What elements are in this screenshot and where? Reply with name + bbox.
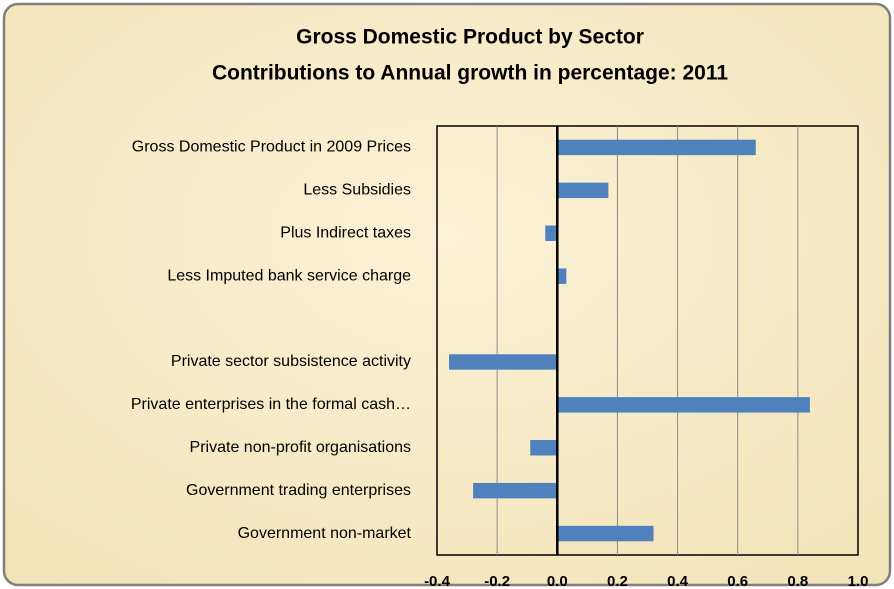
y-tick-label: Government trading enterprises [186,482,411,499]
bar [557,139,756,156]
chart-title: Gross Domestic Product by Sector [296,26,644,49]
x-tick-label: 0.8 [787,573,808,589]
x-tick-label: -0.2 [484,573,510,589]
plot-area [436,125,859,556]
y-tick-label: Less Imputed bank service charge [167,267,411,284]
x-tick-label: -0.4 [424,573,451,589]
y-tick-label: Plus Indirect taxes [280,224,411,241]
y-tick-label: Government non-market [238,525,412,542]
bar [557,397,810,413]
y-tick-label: Private sector subsistence activity [171,353,411,370]
bar [449,354,558,370]
x-tick-label: 0.2 [607,573,628,589]
bar [557,268,567,284]
y-tick-label: Gross Domestic Product in 2009 Prices [132,139,411,156]
bar [473,482,558,499]
bar [545,225,558,241]
bar [530,440,558,456]
x-tick-label: 1.0 [848,573,869,589]
bar [557,182,609,199]
y-tick-label: Private non-profit organisations [190,439,411,456]
y-tick-label: Private enterprises in the formal cash… [131,396,411,413]
y-tick-label: Less Subsidies [303,182,411,199]
x-tick-label: 0.4 [667,573,689,589]
x-tick-label: 0.0 [547,573,568,589]
chart-subtitle: Contributions to Annual growth in percen… [212,62,728,85]
x-tick-label: 0.6 [727,573,748,589]
bar [557,525,654,542]
